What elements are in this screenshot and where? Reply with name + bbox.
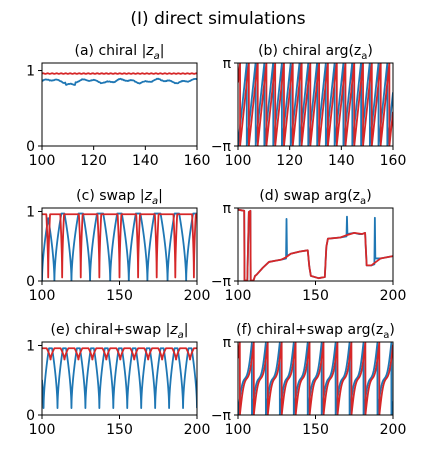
y-tick-label-a-0: 0: [26, 139, 35, 155]
x-tick-label-b-3: 160: [380, 153, 407, 169]
series-line-f-0: [238, 342, 393, 415]
y-tick-label-e-0: 0: [26, 408, 35, 424]
panel-title-d: (d) swap arg(za): [259, 188, 371, 207]
series-group-a: [42, 72, 197, 86]
panel-title-a: (a) chiral |za|: [74, 43, 164, 62]
x-tick-label-d-2: 200: [380, 288, 407, 304]
x-tick-label-f-1: 150: [302, 422, 329, 438]
series-line-a-0: [42, 72, 197, 75]
x-tick-label-f-2: 200: [380, 422, 407, 438]
panel-title-c: (c) swap |za|: [76, 188, 163, 207]
x-tick-label-c-1: 150: [106, 288, 133, 304]
series-group-c: [42, 212, 197, 281]
figure-title: (I) direct simulations: [130, 9, 305, 29]
x-tick-label-b-0: 100: [225, 153, 252, 169]
panel-title-b: (b) chiral arg(za): [258, 43, 373, 62]
x-tick-label-b-2: 140: [328, 153, 355, 169]
series-line-b-0: [238, 63, 393, 146]
x-tick-label-a-3: 160: [184, 153, 211, 169]
y-tick-label-c-1: 1: [26, 204, 35, 220]
x-tick-label-a-2: 140: [132, 153, 159, 169]
series-group-d: [238, 208, 393, 281]
y-tick-label-f-0: −π: [211, 408, 232, 424]
y-tick-label-b-0: −π: [211, 139, 232, 155]
series-line-c-0: [42, 212, 197, 281]
x-tick-label-c-2: 200: [184, 288, 211, 304]
y-tick-label-d-0: −π: [211, 274, 232, 290]
x-tick-label-d-1: 150: [302, 288, 329, 304]
x-tick-label-b-1: 120: [276, 153, 303, 169]
series-line-e-1: [42, 347, 197, 361]
y-tick-label-a-1: 1: [26, 64, 35, 80]
series-line-d-1: [238, 208, 393, 281]
y-tick-label-c-0: 0: [26, 274, 35, 290]
series-group-e: [42, 347, 197, 409]
x-tick-label-e-1: 150: [106, 422, 133, 438]
series-line-a-1: [42, 77, 197, 86]
panel-b: 100 120 140 160 −π π (b) chiral arg(za): [211, 43, 407, 169]
panel-e: 100 150 200 0 1 (e) chiral+swap |za|: [26, 322, 210, 438]
series-line-b-1: [238, 63, 393, 146]
series-group-f: [238, 342, 393, 415]
x-tick-label-d-0: 100: [225, 288, 252, 304]
panel-title-f: (f) chiral+swap arg(za): [236, 322, 395, 341]
x-tick-label-c-0: 100: [29, 288, 56, 304]
x-tick-label-e-0: 100: [29, 422, 56, 438]
series-line-e-0: [42, 347, 197, 409]
x-tick-label-f-0: 100: [225, 422, 252, 438]
panel-d: 100 150 200 −π π (d) swap arg(za): [211, 188, 407, 304]
axes-frame-a: [41, 62, 198, 147]
y-tick-label-b-1: π: [223, 56, 232, 72]
panel-c: 100 150 200 0 1 (c) swap |za|: [26, 188, 210, 304]
y-tick-label-d-1: π: [223, 201, 232, 217]
x-tick-label-a-1: 120: [80, 153, 107, 169]
y-tick-label-f-1: π: [223, 335, 232, 351]
series-line-f-1: [238, 342, 393, 415]
x-tick-label-e-2: 200: [184, 422, 211, 438]
panel-title-e: (e) chiral+swap |za|: [51, 322, 189, 341]
x-tick-label-a-0: 100: [29, 153, 56, 169]
series-group-b: [238, 63, 393, 146]
y-tick-label-e-1: 1: [26, 338, 35, 354]
panel-f: 100 150 200 −π π(f) chiral+swap arg(za): [211, 322, 407, 438]
series-line-c-1: [42, 213, 197, 279]
axes-frame-b: [237, 62, 394, 147]
panel-a: 100 120 140 160 0 1 (a) chiral |za|: [26, 43, 210, 169]
